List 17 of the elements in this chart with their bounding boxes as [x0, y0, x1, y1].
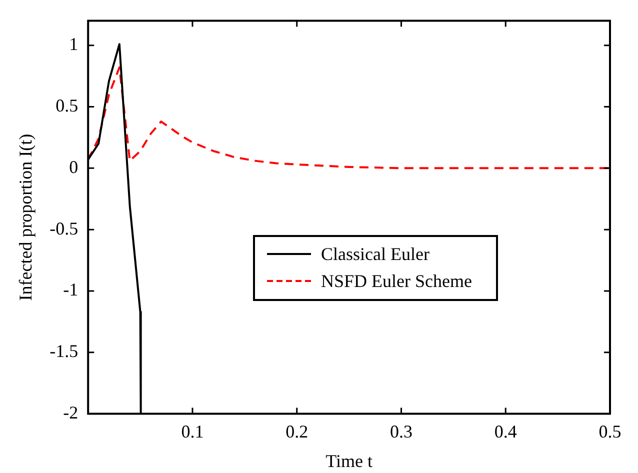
y-axis-title: Infected proportion I(t) [16, 134, 36, 301]
y-tick-label: -2 [63, 402, 78, 423]
x-tick-label: 0.5 [598, 421, 622, 442]
line-series [88, 66, 610, 170]
legend-label: NSFD Euler Scheme [321, 270, 472, 292]
y-tick-label: 0 [69, 156, 78, 177]
x-tick-label: 0.3 [390, 421, 412, 442]
y-tick-label: -1.5 [50, 341, 78, 362]
y-tick-label: -1 [63, 280, 78, 300]
y-tick-label: 0.5 [56, 96, 78, 116]
x-tick-label: 0.4 [494, 421, 517, 442]
y-tick-label: -0.5 [50, 218, 78, 238]
x-axis-title: Time t [326, 450, 372, 471]
x-tick-label: 0.2 [286, 421, 308, 442]
y-tick-label: 1 [69, 34, 78, 54]
legend-label: Classical Euler [321, 244, 430, 265]
x-tick-label: 0.1 [181, 421, 204, 442]
